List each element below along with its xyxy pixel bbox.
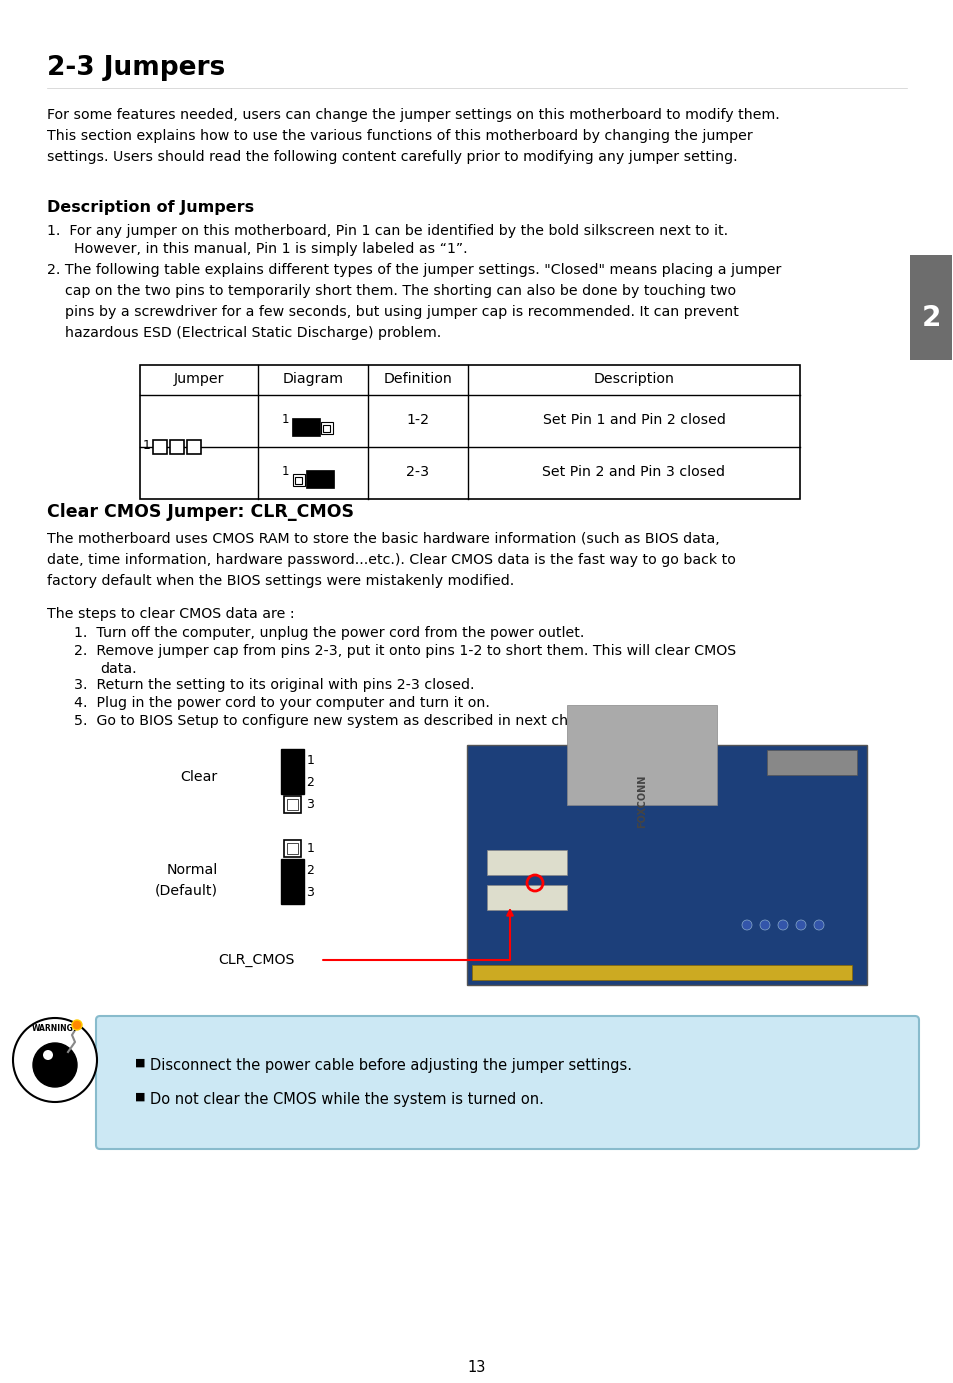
Text: 1: 1	[306, 842, 314, 855]
Text: Clear: Clear	[180, 770, 218, 784]
Text: Description of Jumpers: Description of Jumpers	[47, 201, 253, 214]
Circle shape	[813, 920, 823, 929]
Circle shape	[778, 920, 787, 929]
Text: 3.  Return the setting to its original with pins 2-3 closed.: 3. Return the setting to its original wi…	[74, 678, 474, 692]
Text: 2. The following table explains different types of the jumper settings. "Closed": 2. The following table explains differen…	[47, 263, 781, 340]
Bar	[467, 745, 866, 985]
Text: 13: 13	[467, 1361, 486, 1376]
Bar	[309, 425, 315, 431]
Bar	[293, 470, 305, 485]
Text: Diagram: Diagram	[282, 372, 343, 386]
Text: Jumper: Jumper	[173, 372, 224, 386]
Text: Disconnect the power cable before adjusting the jumper settings.: Disconnect the power cable before adjust…	[150, 1058, 631, 1073]
Bar	[307, 470, 318, 485]
Bar	[284, 774, 301, 791]
Circle shape	[741, 920, 751, 929]
Circle shape	[795, 920, 805, 929]
Bar	[284, 862, 301, 880]
Bar	[284, 752, 301, 769]
Bar	[307, 422, 318, 434]
Bar	[170, 440, 184, 454]
Text: 2: 2	[921, 304, 940, 332]
Bar	[140, 365, 800, 499]
Bar	[320, 474, 333, 485]
Bar	[187, 440, 201, 454]
Text: 1-2: 1-2	[406, 414, 429, 427]
Bar	[287, 844, 298, 853]
Bar	[307, 474, 318, 485]
Text: 2: 2	[306, 776, 314, 788]
Text: data.: data.	[100, 662, 136, 676]
Bar	[766, 750, 856, 774]
Bar	[309, 477, 315, 484]
Text: ■: ■	[135, 1093, 146, 1102]
Text: 1.  Turn off the computer, unplug the power cord from the power outlet.: 1. Turn off the computer, unplug the pow…	[74, 626, 584, 640]
Text: Normal: Normal	[167, 863, 218, 877]
Text: 2: 2	[306, 864, 314, 877]
Bar	[486, 851, 566, 875]
Bar	[284, 839, 301, 857]
Text: Set Pin 2 and Pin 3 closed: Set Pin 2 and Pin 3 closed	[542, 465, 724, 479]
Text: 3: 3	[306, 887, 314, 899]
Bar	[909, 254, 951, 360]
FancyBboxPatch shape	[96, 1017, 918, 1149]
Text: However, in this manual, Pin 1 is simply labeled as “1”.: However, in this manual, Pin 1 is simply…	[74, 242, 467, 256]
Text: The steps to clear CMOS data are :: The steps to clear CMOS data are :	[47, 607, 294, 621]
Text: 1.  For any jumper on this motherboard, Pin 1 can be identified by the bold silk: 1. For any jumper on this motherboard, P…	[47, 224, 727, 238]
Bar	[292, 418, 319, 436]
Bar	[281, 750, 304, 794]
Bar	[307, 418, 318, 434]
Circle shape	[43, 1050, 53, 1059]
Circle shape	[13, 1018, 97, 1102]
Bar	[152, 440, 167, 454]
Bar	[323, 425, 330, 431]
Text: For some features needed, users can change the jumper settings on this motherboa: For some features needed, users can chan…	[47, 108, 779, 165]
Bar	[293, 418, 305, 434]
Text: 2-3: 2-3	[406, 465, 429, 479]
Text: 1: 1	[281, 466, 289, 479]
Text: Do not clear the CMOS while the system is turned on.: Do not clear the CMOS while the system i…	[150, 1093, 543, 1106]
Bar	[472, 965, 851, 981]
Text: 1: 1	[143, 440, 151, 452]
Text: FOXCONN: FOXCONN	[637, 774, 646, 828]
Bar	[293, 474, 305, 485]
Bar	[323, 477, 330, 484]
Text: 4.  Plug in the power cord to your computer and turn it on.: 4. Plug in the power cord to your comput…	[74, 696, 489, 709]
Text: ■: ■	[135, 1058, 146, 1068]
Bar	[320, 422, 333, 434]
Bar	[294, 425, 302, 431]
Bar	[486, 885, 566, 910]
Text: WARNING!: WARNING!	[32, 1023, 77, 1033]
Text: 3: 3	[306, 798, 314, 810]
Bar	[293, 422, 305, 434]
Text: 2-3 Jumpers: 2-3 Jumpers	[47, 55, 225, 82]
Bar	[281, 859, 304, 904]
Text: 2.  Remove jumper cap from pins 2-3, put it onto pins 1-2 to short them. This wi: 2. Remove jumper cap from pins 2-3, put …	[74, 644, 736, 658]
Text: Clear CMOS Jumper: CLR_CMOS: Clear CMOS Jumper: CLR_CMOS	[47, 503, 354, 521]
Text: 1: 1	[306, 754, 314, 768]
Bar	[306, 470, 334, 488]
Bar	[284, 884, 301, 900]
Circle shape	[760, 920, 769, 929]
Text: CLR_CMOS: CLR_CMOS	[218, 953, 294, 967]
Text: Set Pin 1 and Pin 2 closed: Set Pin 1 and Pin 2 closed	[542, 414, 724, 427]
Bar	[320, 470, 333, 485]
Text: (Default): (Default)	[154, 882, 218, 898]
Circle shape	[33, 1043, 77, 1087]
Bar	[320, 418, 333, 434]
Bar	[566, 705, 717, 805]
Bar	[284, 797, 301, 813]
Circle shape	[71, 1021, 82, 1030]
Text: 1: 1	[281, 414, 289, 426]
Text: Description: Description	[593, 372, 674, 386]
Bar	[294, 477, 302, 484]
Text: Definition: Definition	[383, 372, 452, 386]
Text: 5.  Go to BIOS Setup to configure new system as described in next chapter.: 5. Go to BIOS Setup to configure new sys…	[74, 714, 609, 727]
Bar	[287, 799, 298, 810]
Text: The motherboard uses CMOS RAM to store the basic hardware information (such as B: The motherboard uses CMOS RAM to store t…	[47, 532, 735, 588]
